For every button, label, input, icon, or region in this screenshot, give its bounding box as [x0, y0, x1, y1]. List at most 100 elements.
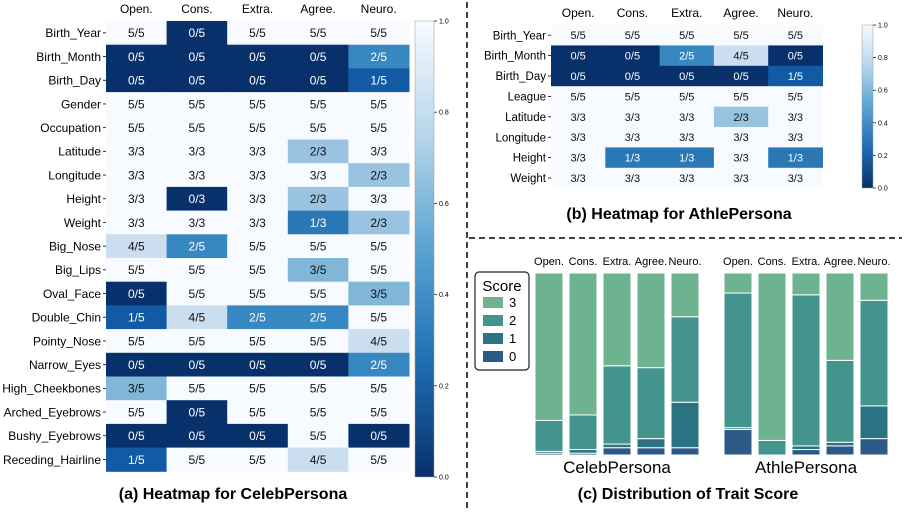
- heatmap-cell-label: 5/5: [571, 30, 586, 42]
- heatmap-cell-label: 5/5: [370, 97, 387, 111]
- heatmap-cell: [348, 44, 410, 69]
- heatmap-cell: [551, 25, 606, 46]
- bar-segment-score-3: [670, 272, 700, 318]
- heatmap-cell: [348, 447, 410, 472]
- heatmap-cell: [551, 86, 606, 108]
- heatmap-cell: [713, 25, 769, 46]
- heatmap-cell: [348, 305, 410, 330]
- heatmap-cell: [106, 115, 168, 140]
- bar-segment-score-0: [791, 449, 821, 456]
- row-label-weight: Weight: [510, 173, 546, 185]
- heatmap-cell: [106, 44, 168, 69]
- heatmap-cell: [348, 139, 410, 164]
- heatmap-cell: [348, 329, 410, 354]
- heatmap-cell: [106, 92, 168, 117]
- bar-segment-score-2: [602, 365, 632, 445]
- heatmap-cell: [106, 234, 168, 259]
- heatmap-cell-label: 5/5: [679, 91, 694, 103]
- heatmap-cell-label: 5/5: [249, 287, 266, 301]
- heatmap-cell: [106, 352, 168, 377]
- heatmap-cell: [287, 376, 349, 401]
- heatmap-cell-label: 4/5: [733, 51, 748, 63]
- heatmap-cell: [605, 127, 661, 148]
- heatmap-cell: [166, 329, 228, 354]
- heatmap-cell: [287, 68, 349, 93]
- heatmap-cell: [713, 65, 769, 87]
- bar-segment-score-1: [568, 449, 598, 454]
- heatmap-cell-label: 0/5: [189, 26, 206, 40]
- heatmap-cell-label: 4/5: [128, 239, 145, 253]
- heatmap-cell-label: 3/3: [189, 145, 206, 159]
- heatmap-cell-label: 3/3: [189, 216, 206, 230]
- heatmap-cell: [166, 163, 228, 188]
- heatmap-cell: [106, 447, 168, 472]
- heatmap-cell: [166, 234, 228, 259]
- heatmap-cell-label: 3/3: [249, 145, 266, 159]
- caption-a: (a) Heatmap for CelebPersona: [119, 486, 348, 503]
- row-label-double-chin: Double_Chin: [32, 311, 101, 325]
- row-label-narrow-eyes: Narrow_Eyes: [29, 358, 101, 372]
- heatmap-cell-label: 0/5: [310, 358, 327, 372]
- heatmap-cell: [227, 423, 289, 449]
- heatmap-cell: [166, 44, 228, 69]
- heatmap-cell-label: 5/5: [249, 26, 266, 40]
- heatmap-cell-label: 1/3: [625, 153, 640, 165]
- colorbar-tick-label: 1.0: [439, 19, 449, 26]
- heatmap-cell-label: 3/3: [733, 153, 748, 165]
- heatmap-cell-label: 2/5: [189, 239, 206, 253]
- row-label-occupation: Occupation: [40, 121, 101, 135]
- bar-segment-score-3: [791, 272, 821, 296]
- legend-swatch-score-0: [483, 351, 503, 362]
- heatmap-cell-label: 5/5: [310, 26, 327, 40]
- heatmap-cell: [348, 352, 410, 377]
- row-label-height: Height: [513, 153, 547, 165]
- heatmap-cell-label: 5/5: [625, 30, 640, 42]
- column-label-extra: Extra.: [671, 6, 702, 20]
- heatmap-cell-label: 3/3: [571, 153, 586, 165]
- colorbar-tick-label: 0.4: [439, 292, 449, 299]
- row-label-birth-month: Birth_Month: [484, 51, 546, 63]
- heatmap-cell: [659, 167, 715, 189]
- column-label-neuro: Neuro.: [361, 2, 397, 16]
- heatmap-cell-label: 5/5: [189, 382, 206, 396]
- heatmap-cell-label: 0/5: [189, 74, 206, 88]
- row-label-birth-day: Birth_Day: [496, 71, 547, 83]
- heatmap-cell: [227, 139, 289, 164]
- colorbar-tick-label: 0.6: [439, 201, 449, 208]
- row-label-arched-eyebrows: Arched_Eyebrows: [4, 405, 101, 419]
- colorbar-tick-label: 0.6: [878, 88, 888, 95]
- bar-segment-score-2: [859, 299, 889, 407]
- heatmap-cell-label: 3/3: [788, 132, 803, 144]
- heatmap-cell-label: 0/5: [310, 50, 327, 64]
- heatmap-cell: [227, 305, 289, 330]
- bar-segment-score-0: [825, 445, 855, 456]
- heatmap-cell: [659, 127, 715, 148]
- heatmap-cell-label: 2/3: [370, 216, 387, 230]
- bar-segment-score-0: [602, 447, 632, 456]
- heatmap-cell: [166, 305, 228, 330]
- bar-category-label-cons: Cons.: [569, 256, 598, 268]
- heatmap-cell-label: 4/5: [310, 453, 327, 467]
- heatmap-cell-label: 0/5: [128, 358, 145, 372]
- heatmap-cell: [287, 352, 349, 377]
- heatmap-cell-label: 1/3: [310, 216, 327, 230]
- bar-category-label-cons: Cons.: [758, 256, 787, 268]
- heatmap-cell: [287, 115, 349, 140]
- heatmap-cell-label: 0/5: [310, 74, 327, 88]
- heatmap-cell-label: 3/3: [625, 173, 640, 185]
- heatmap-cell-label: 0/5: [189, 429, 206, 443]
- heatmap-cell: [106, 210, 168, 235]
- row-label-bushy-eyebrows: Bushy_Eyebrows: [8, 429, 101, 443]
- legend-label-score-1: 1: [509, 331, 516, 346]
- heatmap-cell: [106, 68, 168, 93]
- bar-segment-score-3: [636, 272, 666, 369]
- heatmap-cell: [348, 21, 410, 46]
- bar-segment-score-0: [859, 438, 889, 456]
- row-label-gender: Gender: [61, 97, 101, 111]
- heatmap-cell-label: 1/3: [788, 153, 803, 165]
- heatmap-cell-label: 2/5: [310, 311, 327, 325]
- heatmap-cell-label: 0/5: [370, 429, 387, 443]
- column-label-extra: Extra.: [242, 2, 273, 16]
- colorbar-tick-label: 0.2: [878, 153, 888, 160]
- heatmap-cell-label: 5/5: [189, 97, 206, 111]
